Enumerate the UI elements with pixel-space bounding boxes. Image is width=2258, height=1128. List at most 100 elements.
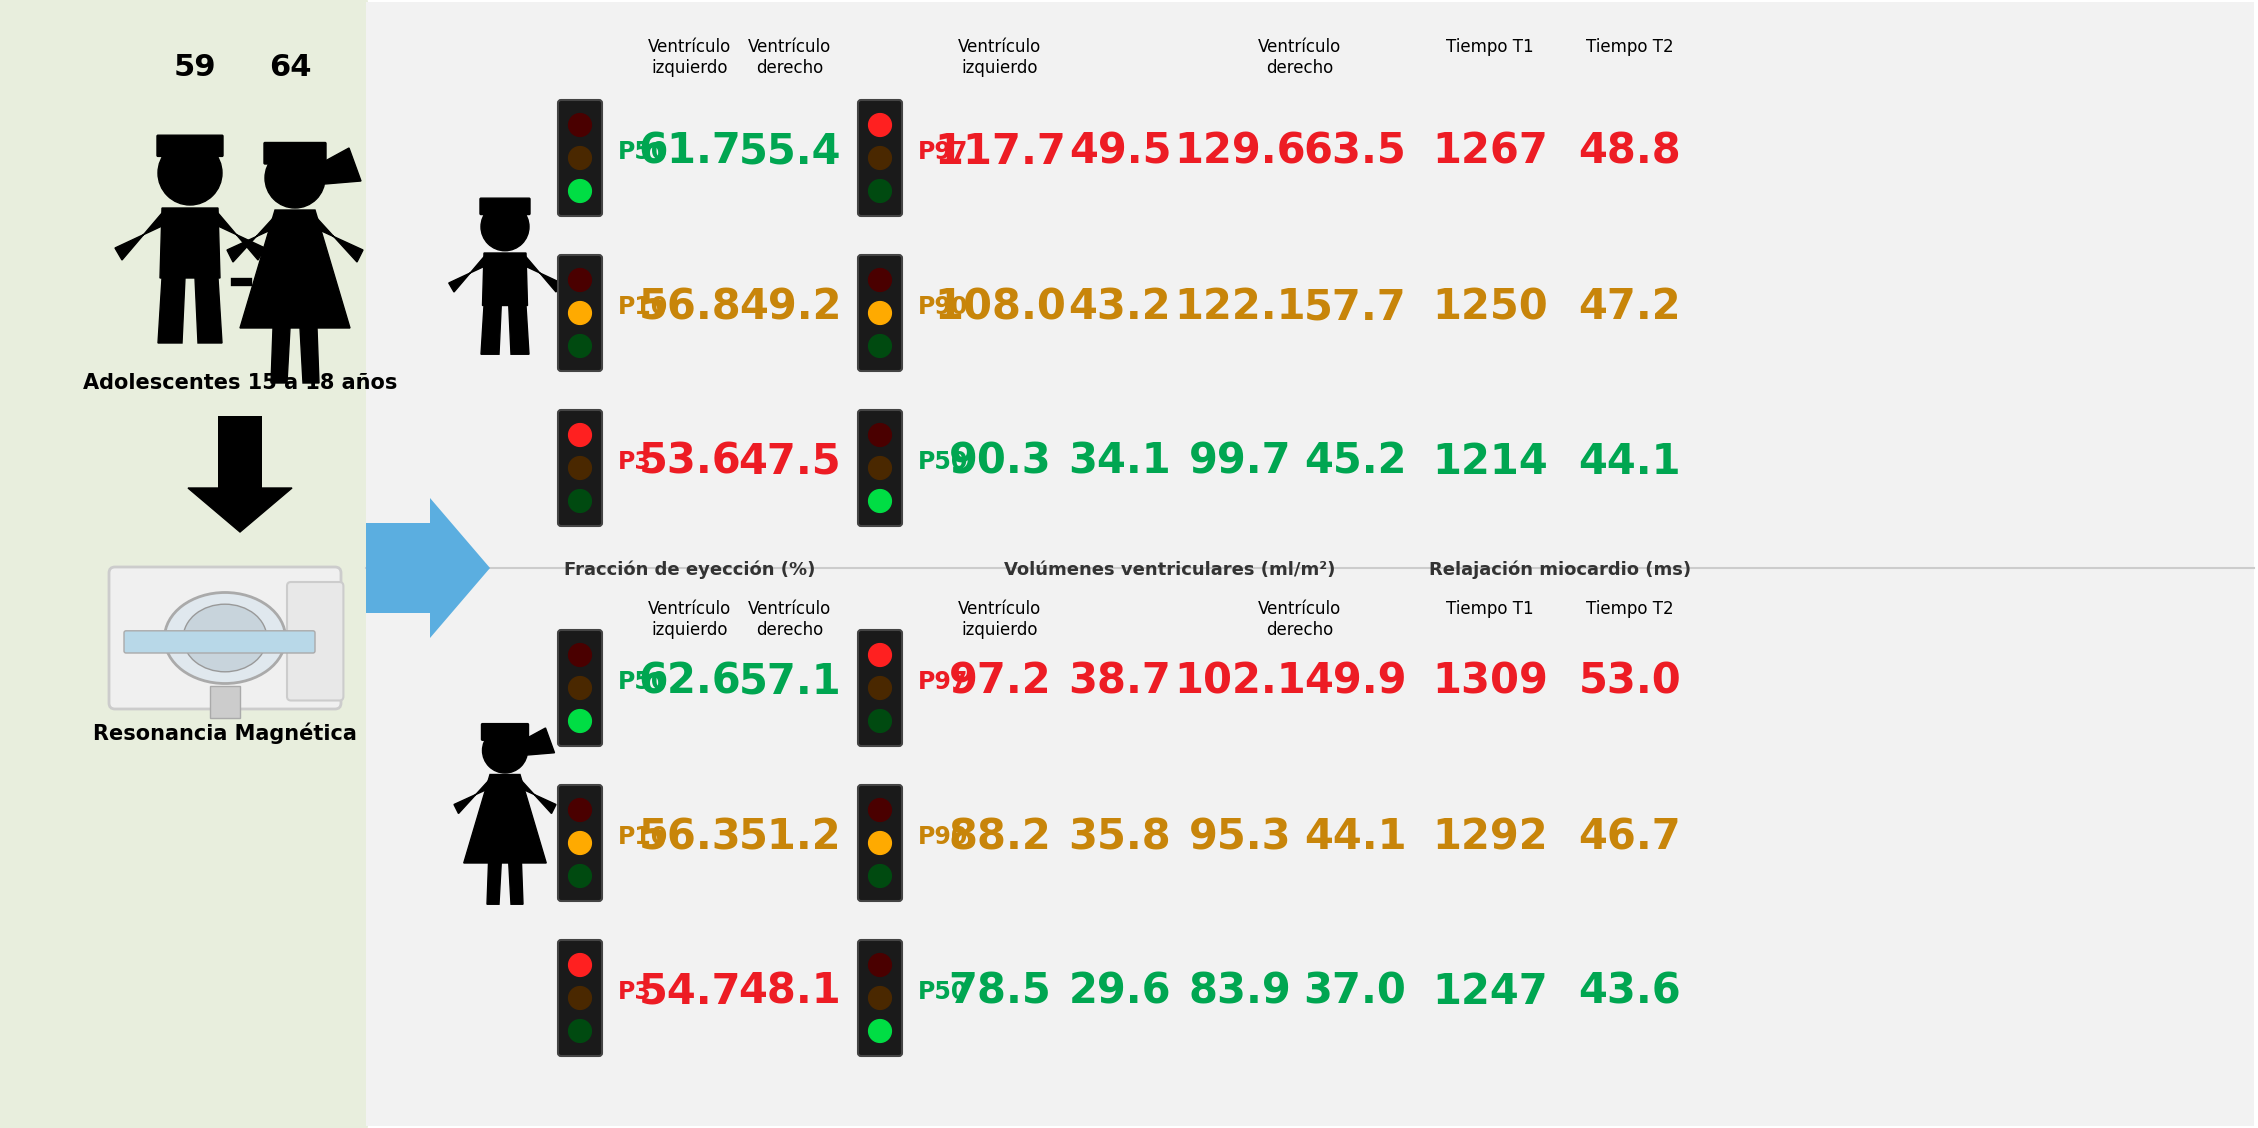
Text: 53.6: 53.6 (639, 441, 741, 483)
Circle shape (158, 141, 221, 205)
Circle shape (869, 710, 892, 732)
Text: 99.7: 99.7 (1188, 441, 1292, 483)
Text: 57.7: 57.7 (1303, 287, 1407, 328)
Circle shape (569, 710, 592, 732)
Circle shape (569, 644, 592, 667)
Text: P50: P50 (619, 670, 668, 694)
Circle shape (569, 179, 592, 202)
Polygon shape (187, 488, 291, 532)
Polygon shape (158, 277, 185, 343)
Text: 122.1: 122.1 (1174, 287, 1305, 328)
Text: 1267: 1267 (1432, 131, 1549, 173)
FancyBboxPatch shape (210, 686, 239, 719)
Text: 51.2: 51.2 (738, 816, 842, 858)
Polygon shape (483, 253, 528, 306)
Text: 63.5: 63.5 (1303, 131, 1407, 173)
Text: 102.1: 102.1 (1174, 661, 1305, 703)
Text: 55.4: 55.4 (738, 131, 842, 173)
Text: 90.3: 90.3 (948, 441, 1052, 483)
Text: 129.6: 129.6 (1174, 131, 1305, 173)
Text: 64: 64 (269, 53, 312, 82)
Circle shape (569, 457, 592, 479)
Circle shape (869, 268, 892, 291)
Text: 97.2: 97.2 (948, 661, 1052, 703)
Text: P90: P90 (919, 825, 969, 849)
Text: 44.1: 44.1 (1578, 441, 1682, 483)
Polygon shape (160, 208, 219, 277)
Circle shape (869, 457, 892, 479)
Polygon shape (508, 863, 524, 905)
Polygon shape (522, 728, 555, 755)
Text: 88.2: 88.2 (948, 816, 1052, 858)
Circle shape (569, 831, 592, 854)
Ellipse shape (165, 592, 285, 684)
Text: 59: 59 (174, 53, 217, 82)
Text: 47.2: 47.2 (1578, 287, 1682, 328)
Polygon shape (115, 213, 163, 259)
Circle shape (569, 799, 592, 821)
FancyBboxPatch shape (858, 940, 901, 1056)
Text: 1247: 1247 (1432, 971, 1549, 1013)
Text: Volúmenes ventriculares (ml/m²): Volúmenes ventriculares (ml/m²) (1005, 561, 1337, 579)
Polygon shape (228, 215, 275, 262)
Text: P97: P97 (919, 140, 969, 164)
Circle shape (569, 424, 592, 447)
Polygon shape (508, 306, 528, 354)
FancyBboxPatch shape (858, 785, 901, 901)
Text: 117.7: 117.7 (935, 131, 1066, 173)
Text: 53.0: 53.0 (1578, 661, 1682, 703)
Text: Tiempo T1: Tiempo T1 (1445, 38, 1533, 56)
Text: Ventrículo
izquierdo: Ventrículo izquierdo (957, 38, 1041, 77)
Polygon shape (481, 306, 501, 354)
Polygon shape (316, 148, 361, 184)
Polygon shape (271, 328, 289, 384)
Circle shape (569, 268, 592, 291)
FancyBboxPatch shape (558, 631, 603, 746)
Text: 57.1: 57.1 (738, 661, 842, 703)
Circle shape (869, 301, 892, 325)
Text: Tiempo T1: Tiempo T1 (1445, 600, 1533, 618)
Circle shape (569, 335, 592, 358)
Polygon shape (366, 523, 429, 613)
Text: 49.5: 49.5 (1068, 131, 1172, 173)
Polygon shape (449, 257, 483, 292)
Text: 1309: 1309 (1432, 661, 1549, 703)
Text: P90: P90 (919, 296, 969, 319)
Text: P3: P3 (619, 450, 653, 474)
Text: P10: P10 (619, 296, 668, 319)
FancyBboxPatch shape (558, 409, 603, 526)
Circle shape (569, 987, 592, 1010)
Text: Ventrículo
derecho: Ventrículo derecho (1258, 600, 1341, 638)
Circle shape (569, 301, 592, 325)
Text: 34.1: 34.1 (1068, 441, 1172, 483)
Circle shape (869, 490, 892, 512)
Text: 38.7: 38.7 (1068, 661, 1172, 703)
Circle shape (869, 677, 892, 699)
Text: Ventrículo
derecho: Ventrículo derecho (747, 38, 831, 77)
FancyBboxPatch shape (558, 785, 603, 901)
Polygon shape (219, 213, 264, 259)
FancyBboxPatch shape (0, 0, 368, 1128)
Polygon shape (454, 779, 490, 813)
FancyBboxPatch shape (481, 724, 528, 740)
Polygon shape (463, 775, 546, 863)
FancyBboxPatch shape (219, 416, 262, 488)
Text: 46.7: 46.7 (1578, 816, 1682, 858)
Text: 83.9: 83.9 (1188, 971, 1292, 1013)
Text: 37.0: 37.0 (1303, 971, 1407, 1013)
Polygon shape (526, 257, 562, 292)
FancyBboxPatch shape (264, 142, 325, 164)
Text: P10: P10 (619, 825, 668, 849)
Text: 47.5: 47.5 (738, 441, 842, 483)
Circle shape (869, 644, 892, 667)
Text: 43.2: 43.2 (1068, 287, 1172, 328)
Text: Adolescentes 15 a 18 años: Adolescentes 15 a 18 años (84, 373, 397, 393)
Circle shape (569, 864, 592, 888)
Polygon shape (194, 277, 221, 343)
Text: 61.7: 61.7 (639, 131, 741, 173)
Circle shape (481, 203, 528, 250)
Circle shape (569, 677, 592, 699)
Circle shape (569, 490, 592, 512)
Text: 45.2: 45.2 (1303, 441, 1407, 483)
Circle shape (869, 987, 892, 1010)
